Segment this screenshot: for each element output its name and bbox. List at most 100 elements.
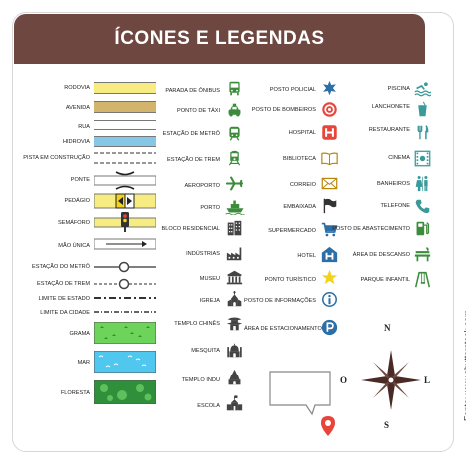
label-mar: MAR xyxy=(77,360,90,366)
hospital-icon xyxy=(321,124,338,141)
hindu-temple-icon xyxy=(226,369,243,386)
label-ponto-turistico: PONTO TURÍSTICO xyxy=(264,277,316,283)
label-templo-chines: TEMPLO CHINÊS xyxy=(174,321,220,327)
label-grama: GRAMA xyxy=(69,331,90,337)
label-restaurante: RESTAURANTE xyxy=(368,127,410,133)
mosque-icon xyxy=(226,342,243,359)
page-title: ÍCONES E LEGENDAS xyxy=(114,28,325,49)
label-rodovia: RODOVIA xyxy=(64,85,90,91)
train-icon xyxy=(226,149,243,166)
label-correio: CORREIO xyxy=(289,182,316,188)
airplane-icon xyxy=(226,175,243,192)
label-templo-indu: TEMPLO INDU xyxy=(181,377,220,383)
label-estacao-metro-2: ESTAÇÃO DE METRÔ xyxy=(162,131,220,137)
label-telefone: TELEFONE xyxy=(380,203,410,209)
label-ponte: PONTE xyxy=(70,177,90,183)
label-semaforo: SEMÁFORO xyxy=(57,220,90,226)
swatch-hidrovia xyxy=(94,136,156,147)
drink-icon xyxy=(414,101,431,118)
label-hotel: HOTEL xyxy=(297,253,316,259)
ship-icon xyxy=(224,198,246,215)
label-banheiros: BANHEIROS xyxy=(377,181,410,187)
swatch-pista-construcao xyxy=(94,152,156,164)
fire-target-icon xyxy=(321,101,338,118)
label-posto-abastecimento: POSTO DE ABASTECIMENTO xyxy=(332,226,410,232)
source-credit: Fonte: www.shutterstock.com xyxy=(462,310,466,422)
church-icon xyxy=(226,291,243,308)
fork-knife-icon xyxy=(414,124,431,141)
swatch-rua xyxy=(94,120,156,130)
label-supermercado: SUPERMERCADO xyxy=(268,228,316,234)
hotel-icon xyxy=(321,246,338,263)
swatch-ponte xyxy=(94,171,156,190)
label-pista: PISTA EM CONSTRUÇÃO xyxy=(23,155,90,161)
label-lanchonete: LANCHONETE xyxy=(371,104,410,110)
label-piscina: PISCINA xyxy=(387,86,410,92)
compass-south: S xyxy=(384,420,390,430)
swatch-mar xyxy=(94,351,156,373)
label-hospital: HOSPITAL xyxy=(288,130,316,136)
swatch-estacao-trem xyxy=(94,278,156,290)
phone-icon xyxy=(414,198,431,215)
cart-icon xyxy=(321,221,338,238)
label-biblioteca: BIBLIOTECA xyxy=(283,156,316,162)
label-mao-unica: MÃO ÚNICA xyxy=(58,243,90,249)
swatch-avenida xyxy=(94,101,156,113)
label-limite-cidade: LIMITE DA CIDADE xyxy=(40,310,90,316)
swatch-mao-unica xyxy=(94,238,156,250)
label-estacao-metro: ESTAÇÃO DO METRÔ xyxy=(31,264,90,270)
label-rua: RUA xyxy=(78,124,90,130)
callout-box xyxy=(269,371,331,416)
label-estacao-trem: ESTAÇÃO DE TREM xyxy=(37,281,90,287)
label-bloco-residencial: BLOCO RESIDENCIAL xyxy=(161,226,220,232)
police-star-icon xyxy=(321,80,338,97)
book-icon xyxy=(321,150,338,167)
swatch-grama xyxy=(94,322,156,344)
label-igreja: IGREJA xyxy=(199,298,220,304)
parking-icon xyxy=(321,319,338,336)
swimmer-icon xyxy=(414,80,431,97)
swatch-pedagio xyxy=(94,193,156,209)
label-embaixada: EMBAIXADA xyxy=(283,204,316,210)
label-parada-onibus: PARADA DE ÔNIBUS xyxy=(165,88,220,94)
swing-icon xyxy=(414,271,431,288)
label-posto-informacoes: POSTO DE INFORMAÇÕES xyxy=(244,298,317,304)
swatch-semaforo xyxy=(94,212,156,232)
apartment-icon xyxy=(226,220,243,237)
label-pedagio: PEDÁGIO xyxy=(64,198,91,204)
swatch-rodovia xyxy=(94,82,156,94)
label-aeroporto: AEROPORTO xyxy=(184,183,220,189)
label-floresta: FLORESTA xyxy=(60,390,90,396)
bus-icon xyxy=(226,80,243,97)
swatch-limite-estado xyxy=(94,297,156,299)
film-icon xyxy=(414,150,431,167)
label-posto-policial: POSTO POLICIAL xyxy=(269,87,316,93)
label-estacionamento: ÁREA DE ESTACIONAMENTO xyxy=(244,326,322,332)
school-icon xyxy=(226,395,243,412)
swatch-limite-cidade xyxy=(94,311,156,313)
restroom-icon xyxy=(414,175,431,192)
label-porto: PORTO xyxy=(200,205,220,211)
mail-icon xyxy=(321,175,338,192)
taxi-icon xyxy=(226,102,243,119)
label-cinema: CINEMA xyxy=(388,155,410,161)
metro-icon xyxy=(226,125,243,142)
label-posto-bombeiros: POSTO DE BOMBEIROS xyxy=(251,107,316,113)
flag-icon xyxy=(321,197,338,214)
location-pin-icon xyxy=(320,415,336,437)
museum-icon xyxy=(226,269,243,286)
info-icon xyxy=(321,291,338,308)
label-limite-estado: LIMITE DE ESTADO xyxy=(38,296,91,302)
compass-rose xyxy=(361,350,421,410)
label-industrias: INDÚSTRIAS xyxy=(186,251,220,257)
label-ponto-taxi: PONTO DE TÁXI xyxy=(177,108,220,114)
compass-east: L xyxy=(424,375,431,385)
swatch-floresta xyxy=(94,380,156,404)
label-mesquita: MESQUITA xyxy=(191,348,220,354)
factory-icon xyxy=(226,245,243,262)
title-banner: ÍCONES E LEGENDAS xyxy=(14,14,425,64)
label-estacao-trem-2: ESTAÇÃO DE TREM xyxy=(167,157,220,163)
label-museu: MUSEU xyxy=(199,276,220,282)
compass-north: N xyxy=(384,323,391,333)
label-escola: ESCOLA xyxy=(197,403,220,409)
